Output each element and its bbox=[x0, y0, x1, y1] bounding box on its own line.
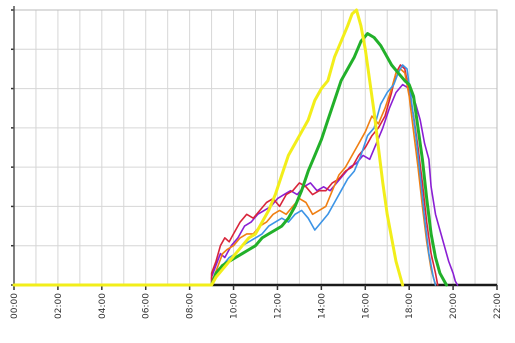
x-tick-label: 16:00 bbox=[361, 293, 371, 319]
x-tick-label: 22:00 bbox=[493, 293, 503, 319]
x-tick-label: 12:00 bbox=[273, 293, 283, 319]
x-tick-label: 06:00 bbox=[142, 293, 152, 319]
series-layer bbox=[12, 8, 459, 287]
axes bbox=[11, 6, 498, 290]
x-tick-label: 10:00 bbox=[230, 293, 240, 319]
x-tick-label: 00:00 bbox=[10, 293, 20, 319]
x-tick-label: 20:00 bbox=[449, 293, 459, 319]
series-line-6 bbox=[12, 8, 405, 287]
x-tick-label: 14:00 bbox=[317, 293, 327, 319]
x-tick-labels: 00:00 02:00 04:00 06:00 08:00 10:00 12:00 14:00… bbox=[10, 293, 503, 319]
series-line-5 bbox=[12, 32, 448, 287]
series-line-1 bbox=[13, 83, 459, 286]
x-tick-label: 04:00 bbox=[98, 293, 108, 319]
x-tick-label: 02:00 bbox=[54, 293, 64, 319]
x-tick-label: 08:00 bbox=[186, 293, 196, 319]
x-tick-label: 18:00 bbox=[405, 293, 415, 319]
